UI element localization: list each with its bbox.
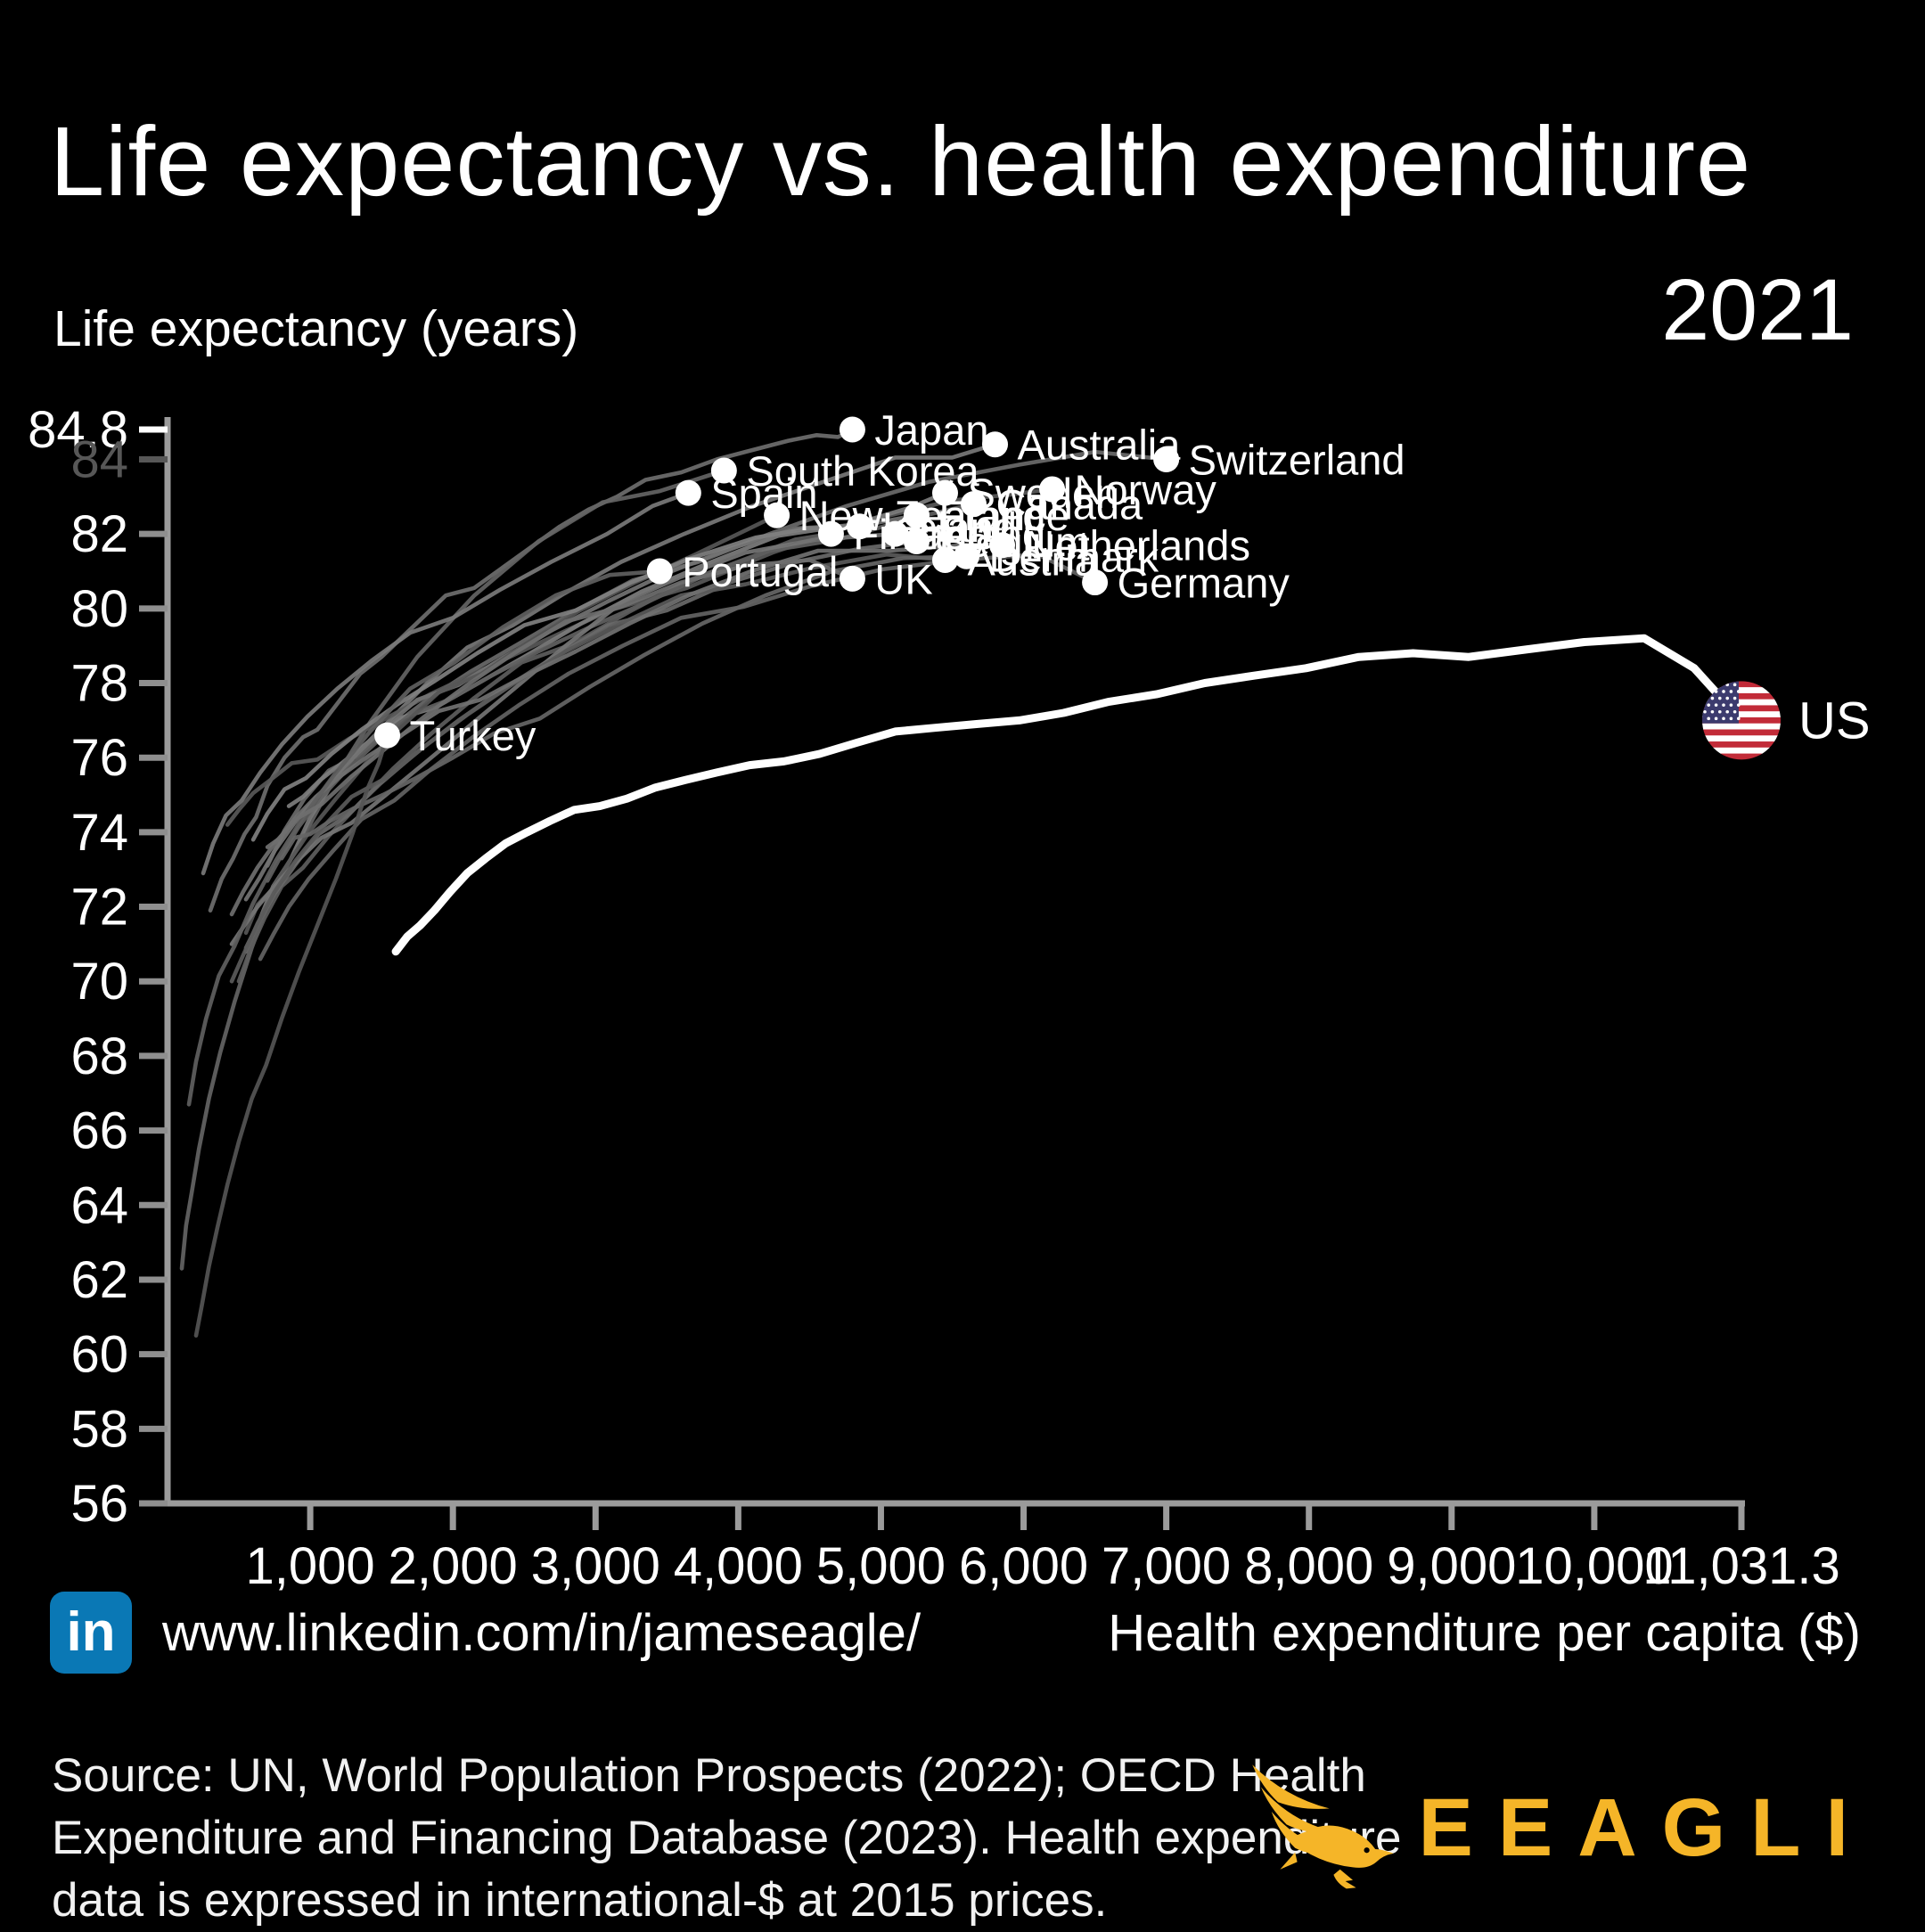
dot-denmark — [954, 543, 980, 569]
x-tick-label: 7,000 — [1102, 1537, 1231, 1595]
dot-austria — [931, 546, 958, 573]
dot-australia — [982, 431, 1009, 458]
label-sweden: Sweden — [967, 470, 1118, 517]
series-belgium — [243, 539, 919, 950]
y-tick-label: 62 — [70, 1251, 128, 1309]
label-denmark: Denmark — [989, 533, 1159, 580]
series-uk — [229, 558, 855, 917]
x-tick-label: 11,031.3 — [1642, 1537, 1839, 1595]
source-line-3: data is expressed in international-$ at … — [52, 1873, 1108, 1927]
dot-south-korea — [710, 457, 737, 484]
series-germany — [258, 552, 1097, 962]
series-ireland — [229, 531, 897, 946]
label-portugal: Portugal — [682, 548, 838, 595]
brand-block: EEAGLI — [1246, 1761, 1873, 1895]
x-tick-label: 6,000 — [959, 1537, 1088, 1595]
dot-netherlands — [989, 532, 1016, 559]
linkedin-icon[interactable]: in — [50, 1592, 132, 1674]
label-norway: Norway — [1075, 466, 1217, 513]
x-tick-label: 9,000 — [1387, 1537, 1516, 1595]
x-tick-label: 8,000 — [1244, 1537, 1373, 1595]
label-austria: Austria — [967, 536, 1098, 584]
label-france: France — [938, 492, 1069, 539]
dot-ireland — [881, 520, 908, 547]
source-line-1: Source: UN, World Population Prospects (… — [52, 1749, 1366, 1802]
eagle-icon — [1251, 1764, 1394, 1889]
y-tick-label: 84 — [70, 430, 128, 488]
series-japan — [208, 427, 855, 913]
dot-norway — [1039, 476, 1066, 503]
y-tick-label: 58 — [70, 1400, 128, 1458]
x-tick-label: 10,000 — [1515, 1537, 1673, 1595]
y-tick-label: 56 — [70, 1475, 128, 1533]
dot-belgium — [903, 528, 930, 555]
page-title: Life expectancy vs. health expenditure — [50, 107, 1752, 217]
linkedin-icon-text: in — [66, 1601, 116, 1663]
y-axis-title: Life expectancy (years) — [53, 300, 579, 357]
dot-germany — [1082, 569, 1109, 596]
dot-finland — [817, 520, 844, 547]
x-tick-label: 1,000 — [246, 1537, 375, 1595]
dot-japan — [839, 416, 865, 443]
brand-name: EEAGLI — [1418, 1781, 1873, 1873]
y-tick-label: 78 — [70, 655, 128, 713]
label-canada: Canada — [996, 481, 1143, 528]
label-switzerland: Switzerland — [1189, 436, 1405, 483]
y-tick-label: 80 — [70, 580, 128, 638]
footer-row: in www.linkedin.com/in/jameseagle/ Healt… — [50, 1592, 1861, 1674]
year-label: 2021 — [1661, 261, 1854, 358]
y-tick-label: 70 — [70, 953, 128, 1011]
label-us: US — [1798, 692, 1871, 749]
series-finland — [236, 531, 833, 984]
series-netherlands — [265, 543, 1004, 849]
label-spain: Spain — [710, 470, 817, 517]
y-tick-label: 74 — [70, 804, 128, 862]
y-tick-label: 76 — [70, 729, 128, 787]
dot-portugal — [646, 558, 673, 585]
axes: 84.884 82 80 78 76 74 72 70 68 66 64 62 60 58 56 1,000 2… — [28, 401, 1840, 1595]
dot-sweden — [931, 479, 958, 506]
dot-spain — [675, 479, 701, 506]
y-tick-label: 64 — [70, 1176, 128, 1234]
source-note: Source: UN, World Population Prospects (… — [52, 1745, 1401, 1932]
series-denmark — [279, 553, 969, 861]
y-tick-label: 66 — [70, 1102, 128, 1160]
y-tick-label: 72 — [70, 879, 128, 937]
series-turkey — [193, 733, 389, 1338]
series-portugal — [186, 569, 662, 1107]
label-japan: Japan — [874, 406, 988, 454]
label-netherlands: Netherlands — [1025, 522, 1250, 569]
label-germany: Germany — [1118, 560, 1290, 607]
x-tick-label: 3,000 — [531, 1537, 660, 1595]
dot-france — [903, 502, 930, 528]
y-tick-label: 68 — [70, 1027, 128, 1085]
series-austria — [229, 552, 947, 984]
dot-new-zealand — [764, 502, 790, 528]
dot-switzerland — [1153, 446, 1180, 472]
x-tick-label: 4,000 — [674, 1537, 803, 1595]
y-tick-label: 82 — [70, 505, 128, 563]
series-iceland — [250, 524, 862, 842]
trajectories — [179, 427, 1746, 1338]
dot-canada — [961, 491, 987, 518]
dot-turkey — [374, 722, 401, 749]
series-us — [391, 634, 1746, 956]
dot-iceland — [846, 513, 872, 540]
x-tick-label: 2,000 — [389, 1537, 518, 1595]
us-flag-marker: US — [1702, 681, 1871, 760]
x-tick-label: 5,000 — [816, 1537, 946, 1595]
label-uk: UK — [874, 555, 932, 602]
dot-uk — [839, 565, 865, 592]
y-tick-label: 60 — [70, 1326, 128, 1384]
source-line-2: Expenditure and Financing Database (2023… — [52, 1811, 1402, 1864]
x-axis-title: Health expenditure per capita ($) — [1108, 1603, 1861, 1662]
label-turkey: Turkey — [410, 712, 537, 759]
linkedin-url[interactable]: www.linkedin.com/in/jameseagle/ — [162, 1603, 922, 1662]
y-tick-label: 84.8 — [28, 401, 128, 459]
series-spain — [201, 490, 691, 876]
